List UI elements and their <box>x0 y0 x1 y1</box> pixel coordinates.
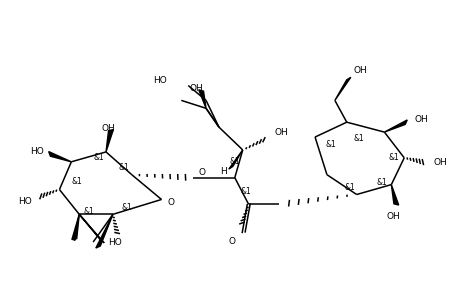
Text: &1: &1 <box>240 187 251 196</box>
Text: O: O <box>198 168 205 177</box>
Polygon shape <box>79 214 104 243</box>
Text: OH: OH <box>414 115 428 124</box>
Text: O: O <box>167 198 174 207</box>
Text: &1: &1 <box>376 178 387 187</box>
Text: &1: &1 <box>94 153 105 162</box>
Text: &1: &1 <box>229 157 240 166</box>
Text: &1: &1 <box>344 183 355 192</box>
Text: OH: OH <box>387 212 400 221</box>
Text: &1: &1 <box>119 163 129 172</box>
Text: H: H <box>220 167 227 176</box>
Text: HO: HO <box>18 197 32 206</box>
Polygon shape <box>96 214 113 248</box>
Polygon shape <box>106 130 114 152</box>
Text: &1: &1 <box>72 177 83 186</box>
Polygon shape <box>72 214 79 240</box>
Polygon shape <box>48 152 71 162</box>
Polygon shape <box>392 185 399 205</box>
Polygon shape <box>229 150 243 169</box>
Text: &1: &1 <box>121 203 132 212</box>
Polygon shape <box>199 90 206 108</box>
Text: HO: HO <box>153 76 167 85</box>
Text: &1: &1 <box>389 153 400 162</box>
Text: OH: OH <box>189 83 203 93</box>
Text: OH: OH <box>274 128 288 137</box>
Text: &1: &1 <box>326 141 336 149</box>
Polygon shape <box>384 120 407 132</box>
Text: O: O <box>229 237 235 246</box>
Text: OH: OH <box>434 158 448 167</box>
Text: OH: OH <box>354 66 367 75</box>
Text: HO: HO <box>30 147 44 156</box>
Text: OH: OH <box>101 124 115 133</box>
Polygon shape <box>335 77 351 100</box>
Text: HO: HO <box>108 237 122 247</box>
Text: &1: &1 <box>353 133 364 143</box>
Text: &1: &1 <box>84 207 95 216</box>
